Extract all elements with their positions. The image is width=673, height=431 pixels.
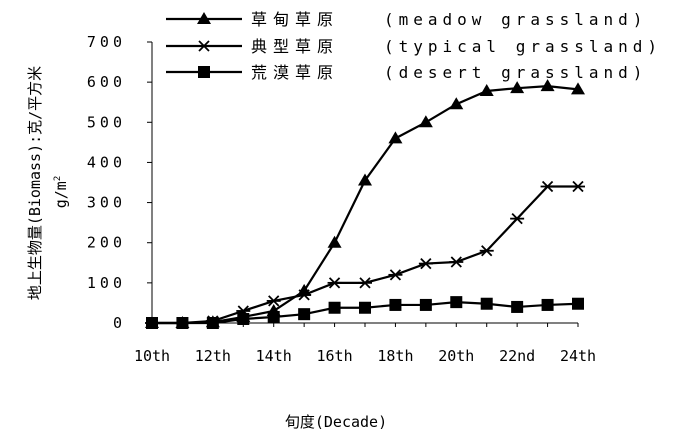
data-point (449, 97, 464, 110)
x-tick-label: 24th (560, 347, 596, 365)
data-point (571, 180, 585, 193)
legend-marker (197, 12, 211, 24)
data-point (267, 310, 280, 323)
data-point (510, 212, 525, 225)
axes: 0 100 200 300 400 500 600 700 10th 12th 14th 16th 18… (87, 33, 596, 365)
legend-label-en: (desert grassland) (384, 63, 647, 82)
data-point (571, 82, 585, 95)
legend-label-en: (typical grassland) (384, 37, 662, 56)
data-point (358, 173, 372, 186)
legend-marker (198, 66, 210, 78)
legend-item: 典型草原 (typical grassland) (166, 37, 662, 56)
x-axis-title: 旬度(Decade) (285, 413, 387, 431)
series-line (152, 85, 579, 325)
x-tick-label: 20th (438, 347, 474, 365)
data-point (327, 277, 342, 289)
data-point (266, 295, 281, 307)
data-point (206, 317, 219, 329)
x-tick-label: 10th (134, 347, 170, 365)
data-point (176, 317, 189, 329)
data-point (328, 301, 341, 314)
data-point (237, 312, 250, 325)
data-point (358, 277, 372, 289)
data-point (327, 235, 342, 248)
y-tick-label: 500 (87, 113, 126, 131)
data-point (572, 297, 584, 310)
legend-marker (197, 40, 211, 52)
data-point (359, 301, 371, 314)
data-point (511, 300, 524, 313)
legend-item: 草甸草原 (meadow grassland) (166, 10, 647, 29)
y-tick-label: 0 (113, 314, 126, 332)
series-layer (145, 79, 585, 329)
x-tick-label: 18th (377, 347, 413, 365)
data-point (388, 269, 403, 281)
y-tick-label: 200 (87, 234, 126, 252)
y-tick-label: 700 (87, 33, 126, 51)
x-tick-label: 14th (256, 347, 292, 365)
legend-item: 荒漠草原 (desert grassland) (166, 63, 647, 82)
data-point (418, 257, 433, 270)
data-point (297, 289, 312, 301)
axis-titles: 旬度(Decade) 地上生物量(Biomass):克/平方米 g/m2 (26, 66, 387, 431)
data-point (146, 317, 158, 329)
x-tick-label: 16th (317, 347, 353, 365)
y-tick-label: 300 (87, 194, 126, 212)
y-axis-unit: g/m2 (52, 176, 70, 209)
data-point (541, 298, 554, 311)
legend-label: 典型草原 (251, 37, 339, 56)
data-point (418, 115, 433, 128)
data-point (449, 256, 464, 268)
data-point (479, 83, 494, 96)
x-tick-label: 12th (195, 347, 231, 365)
legend-label-en: (meadow grassland) (384, 10, 647, 29)
x-tick-label: 22nd (499, 347, 535, 365)
data-point (388, 131, 403, 144)
data-point (479, 245, 494, 257)
series-square (146, 296, 584, 329)
legend-label: 草甸草原 (251, 10, 339, 29)
data-point (298, 308, 311, 321)
data-point (540, 79, 555, 92)
legend: 草甸草原 (meadow grassland) 典型草原 (typical grass… (166, 10, 662, 82)
data-point (540, 180, 555, 193)
data-point (480, 297, 493, 310)
y-tick-label: 100 (87, 274, 126, 292)
data-point (510, 81, 525, 94)
data-point (419, 298, 432, 311)
data-point (450, 296, 463, 309)
data-point (389, 298, 402, 311)
y-tick-label: 400 (87, 153, 126, 171)
legend-label: 荒漠草原 (251, 63, 339, 82)
series-triangle (145, 79, 585, 328)
y-axis-title: 地上生物量(Biomass):克/平方米 (26, 66, 44, 300)
y-tick-label: 600 (87, 73, 126, 91)
